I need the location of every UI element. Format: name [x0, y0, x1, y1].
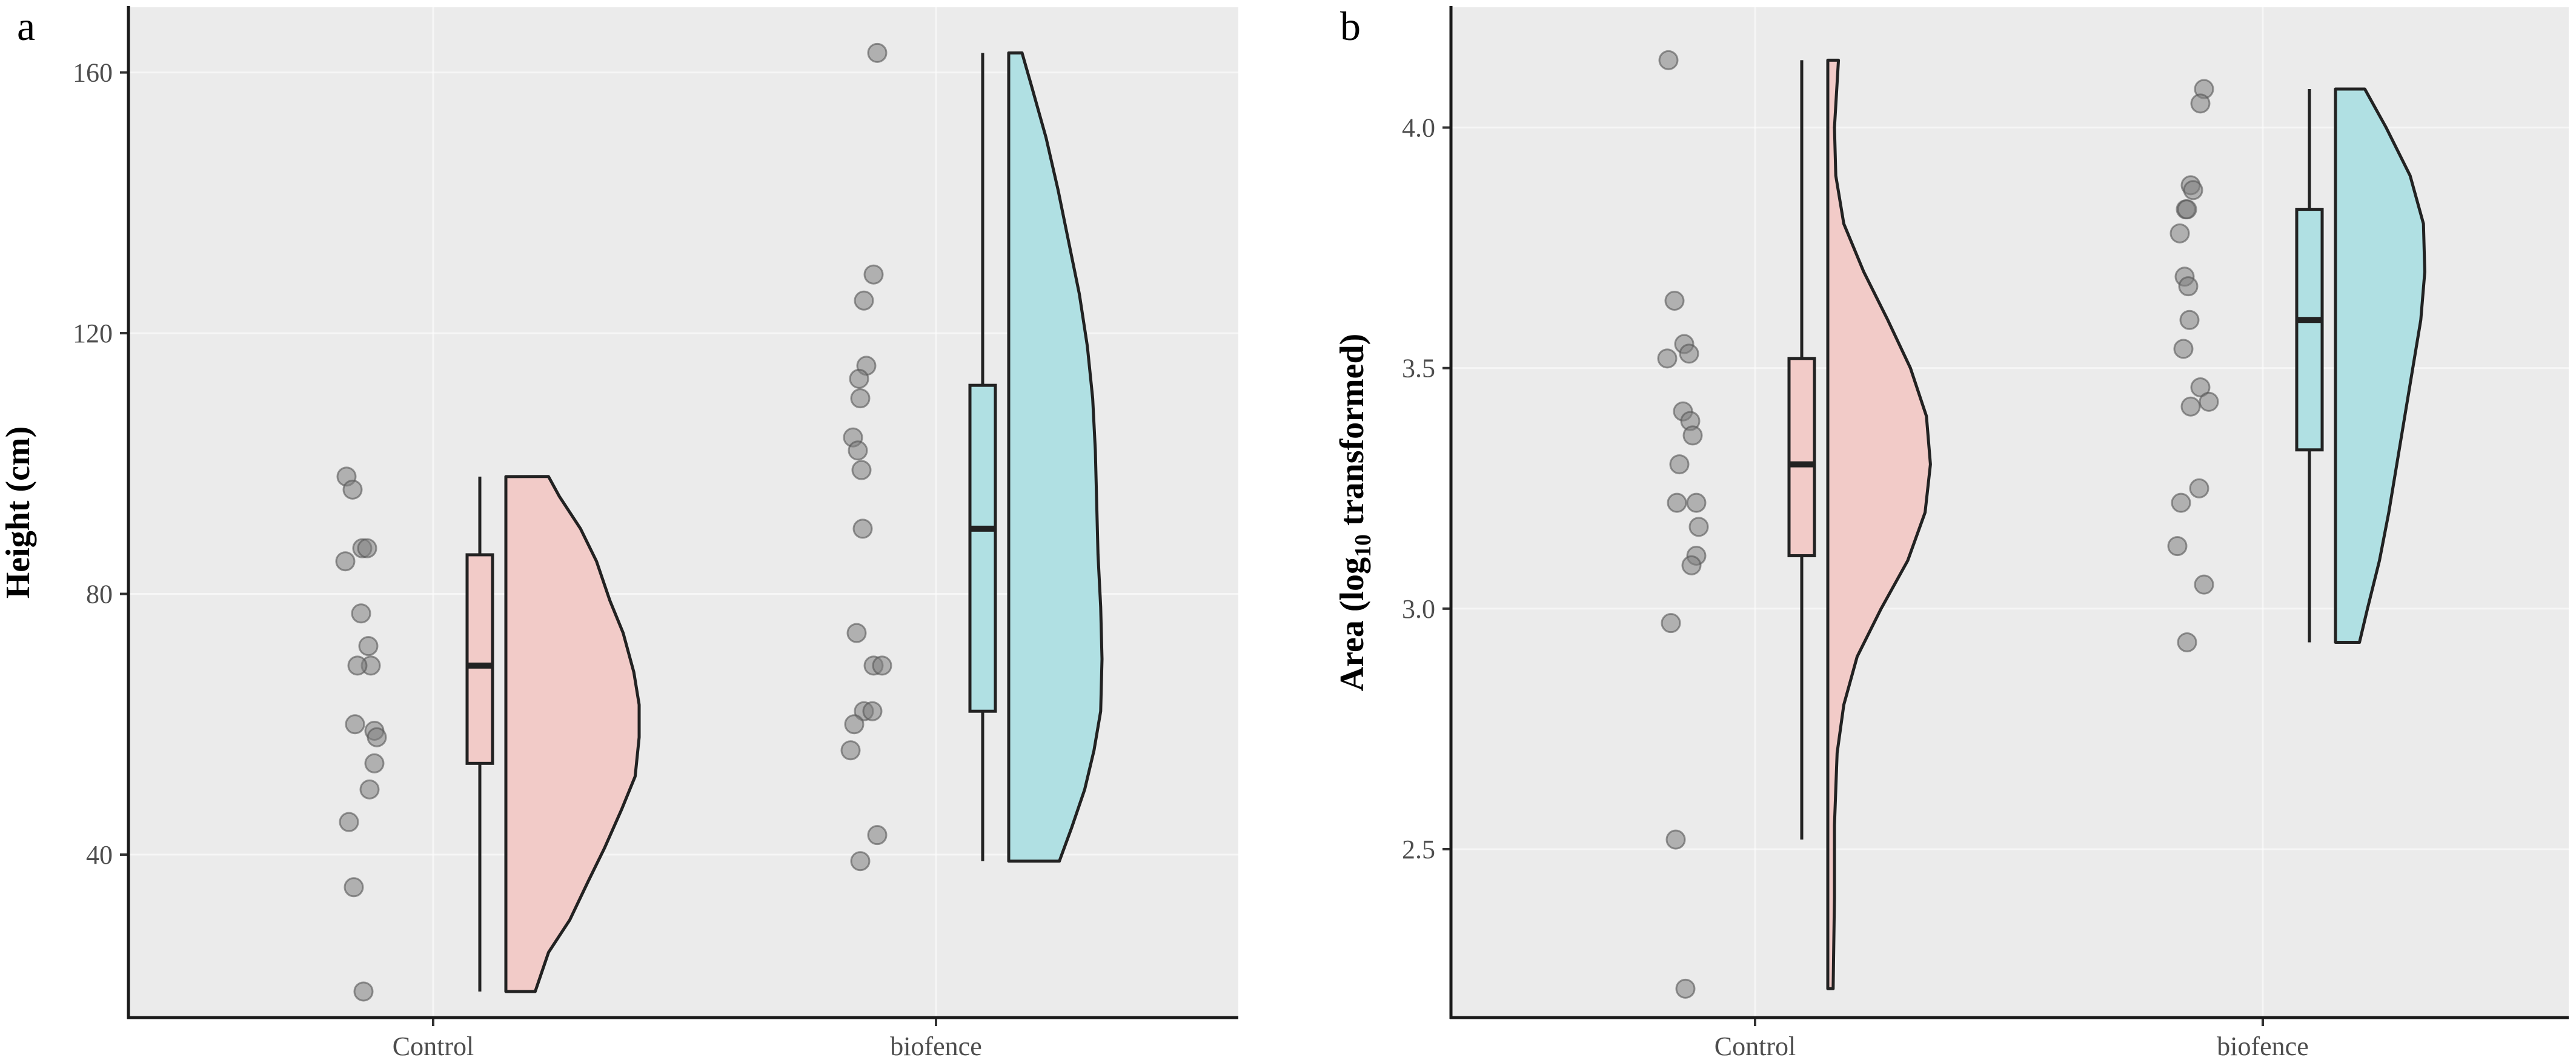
- density-violin: [504, 475, 641, 993]
- density-violin: [1007, 51, 1104, 863]
- data-point: [850, 388, 871, 409]
- y-tick-label: 2.5: [1402, 835, 1435, 864]
- data-point: [1675, 978, 1696, 999]
- density-violin: [2334, 87, 2426, 644]
- y-axis-title: Area (log10 transformed): [1333, 334, 1376, 692]
- box-iqr: [1787, 357, 1816, 557]
- x-tick-label: Control: [393, 1032, 474, 1061]
- data-point: [347, 655, 368, 676]
- data-point: [1669, 454, 1690, 475]
- panel-tag: a: [17, 3, 35, 49]
- data-point: [852, 518, 873, 539]
- y-tick-label: 40: [86, 840, 113, 870]
- y-tick-label: 80: [86, 580, 113, 609]
- data-point: [2190, 377, 2211, 397]
- data-point: [863, 264, 884, 285]
- data-point: [1686, 492, 1707, 513]
- data-point: [1664, 291, 1685, 311]
- data-point: [854, 290, 874, 311]
- group-control: [335, 466, 641, 1002]
- data-point: [851, 460, 872, 480]
- data-point: [849, 368, 869, 389]
- data-point: [2169, 223, 2190, 243]
- box-iqr: [465, 553, 494, 765]
- x-tick-label: biofence: [2217, 1032, 2308, 1061]
- data-point: [867, 825, 888, 846]
- data-point: [862, 701, 883, 721]
- panel-b: 2.5 3.0 3.5 4.0 Control biofence Area (log10 t…: [1333, 3, 2569, 1061]
- data-point: [2167, 536, 2188, 557]
- data-point: [353, 981, 374, 1002]
- y-tick-label: 120: [73, 319, 113, 348]
- data-point: [2177, 199, 2197, 220]
- data-point: [2178, 276, 2199, 297]
- box-iqr: [968, 383, 997, 713]
- data-point: [359, 779, 380, 800]
- data-point: [2180, 396, 2201, 417]
- data-point: [364, 753, 385, 773]
- data-point: [2177, 632, 2197, 652]
- data-point: [335, 551, 356, 572]
- data-point: [1682, 425, 1703, 446]
- data-point: [840, 740, 861, 761]
- data-point: [2194, 574, 2214, 595]
- data-point: [342, 479, 363, 500]
- y-axis-title: Height (cm): [0, 426, 37, 599]
- data-point: [1681, 555, 1702, 575]
- group-biofence: [2167, 79, 2426, 652]
- data-point: [850, 851, 871, 872]
- data-point: [1679, 343, 1699, 364]
- box-iqr: [2295, 208, 2324, 452]
- data-point: [2183, 180, 2203, 200]
- y-tick-label: 4.0: [1402, 113, 1435, 143]
- data-point: [2173, 339, 2194, 359]
- y-tick-label: 160: [73, 58, 113, 88]
- data-point: [2171, 492, 2191, 513]
- group-biofence: [840, 42, 1104, 872]
- data-point: [367, 727, 387, 747]
- data-point: [1688, 517, 1709, 537]
- data-point: [2179, 310, 2200, 330]
- data-point: [1657, 348, 1678, 369]
- panel-a: 40 80 120 160 Control biofence Height (cm) a: [0, 3, 1238, 1061]
- data-point: [339, 812, 359, 832]
- data-point: [344, 877, 364, 898]
- data-point: [848, 440, 868, 461]
- density-violin: [1826, 58, 1932, 990]
- y-tick-label: 3.5: [1402, 354, 1435, 383]
- data-point: [872, 655, 892, 676]
- data-point: [1658, 50, 1679, 70]
- data-point: [844, 714, 865, 735]
- data-point: [1665, 829, 1686, 850]
- data-point: [2189, 478, 2209, 498]
- data-point: [2190, 93, 2211, 114]
- x-tick-label: Control: [1715, 1032, 1796, 1061]
- y-tick-label: 3.0: [1402, 594, 1435, 624]
- data-point: [846, 623, 867, 643]
- panel-tag: b: [1340, 3, 1361, 49]
- data-point: [345, 714, 365, 735]
- group-control: [1657, 50, 1932, 999]
- data-point: [351, 603, 371, 624]
- data-point: [357, 538, 377, 558]
- data-point: [358, 636, 379, 657]
- data-point: [1667, 492, 1687, 513]
- x-tick-label: biofence: [890, 1032, 981, 1061]
- data-point: [867, 42, 888, 63]
- data-point: [1661, 613, 1681, 634]
- data-point: [2199, 391, 2219, 412]
